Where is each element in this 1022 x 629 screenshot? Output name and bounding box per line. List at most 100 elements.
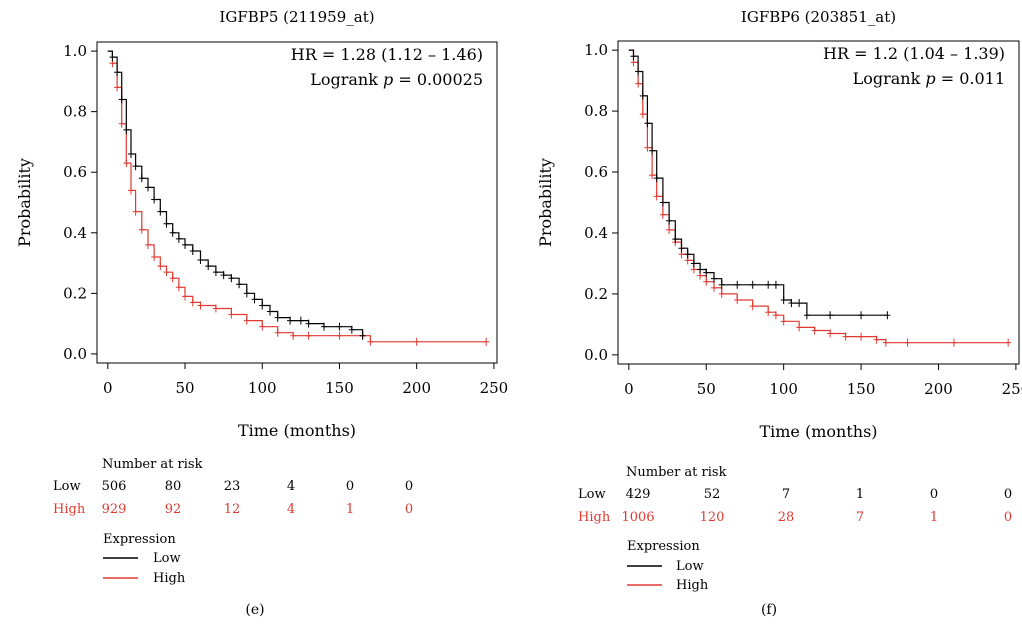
censor-mark-low	[266, 307, 273, 316]
x-tick-label: 50	[175, 379, 194, 397]
km-panel-0: IGFBP5 (211959_at) 0.0 0.2 0.4 0.6 0.8 1.0 0 50 1…	[15, 8, 508, 618]
censor-mark-low	[734, 280, 741, 289]
censor-mark-high	[842, 332, 849, 341]
censor-mark-low	[305, 319, 312, 328]
censor-mark-low	[780, 296, 787, 305]
y-tick-label: 0.0	[63, 345, 87, 363]
censor-mark-high	[413, 337, 420, 346]
x-tick-label: 150	[325, 379, 354, 397]
censor-mark-high	[228, 310, 235, 319]
censor-mark-low	[697, 265, 704, 274]
censor-mark-low	[259, 301, 266, 310]
risk-value: 23	[224, 479, 241, 494]
risk-value: 506	[102, 479, 127, 494]
censor-mark-low	[274, 313, 281, 322]
censor-mark-low	[175, 234, 182, 243]
censor-mark-low	[182, 240, 189, 249]
legend-title: Expression	[103, 532, 176, 547]
censor-mark-high	[703, 277, 710, 286]
censor-mark-low	[678, 244, 685, 253]
risk-row-label: High	[578, 510, 611, 525]
censor-mark-low	[144, 183, 151, 192]
risk-row-label: Low	[578, 487, 606, 502]
legend-label-high: High	[676, 578, 709, 593]
censor-mark-high	[367, 337, 374, 346]
legend-label-low: Low	[676, 559, 704, 574]
censor-mark-low	[114, 68, 121, 77]
censor-mark-low	[639, 91, 646, 100]
censor-mark-high	[780, 317, 787, 326]
y-tick-label: 0.6	[584, 163, 608, 181]
legend-label-low: Low	[153, 551, 181, 566]
risk-value: 0	[1004, 487, 1012, 502]
y-tick-label: 0.2	[63, 284, 87, 302]
censor-mark-high	[659, 210, 666, 219]
x-tick-label: 100	[248, 379, 277, 397]
legend-label-high: High	[153, 571, 186, 586]
hazard-ratio-text: HR = 1.2 (1.04 – 1.39)	[823, 44, 1005, 63]
censor-mark-low	[169, 228, 176, 237]
censor-mark-high	[811, 326, 818, 335]
censor-mark-low	[228, 274, 235, 283]
chart-title: IGFBP6 (203851_at)	[741, 8, 896, 26]
censor-mark-low	[212, 268, 219, 277]
risk-value: 28	[778, 510, 795, 525]
risk-value: 12	[224, 502, 241, 517]
survival-curve-low	[107, 50, 364, 336]
x-tick-label: 150	[847, 380, 876, 398]
censor-mark-low	[659, 198, 666, 207]
censor-mark-high	[243, 316, 250, 325]
censor-mark-high	[151, 253, 158, 262]
censor-mark-low	[109, 53, 116, 62]
censor-mark-high	[290, 331, 297, 340]
legend-title: Expression	[627, 539, 700, 554]
censor-mark-low	[765, 280, 772, 289]
risk-value: 0	[405, 502, 413, 517]
logrank-text: Logrank p = 0.00025	[310, 70, 483, 89]
censor-mark-high	[114, 83, 121, 92]
censor-mark-high	[749, 302, 756, 311]
chart-title: IGFBP5 (211959_at)	[219, 8, 374, 26]
censor-mark-high	[127, 186, 134, 195]
x-tick-label: 250	[480, 379, 509, 397]
x-tick-label: 50	[697, 380, 716, 398]
censor-mark-high	[653, 192, 660, 201]
censor-mark-low	[649, 146, 656, 155]
censor-mark-high	[169, 274, 176, 283]
censor-mark-low	[630, 52, 637, 61]
censor-mark-low	[236, 280, 243, 289]
censor-mark-low	[672, 235, 679, 244]
censor-mark-high	[644, 143, 651, 152]
censor-mark-low	[772, 280, 779, 289]
survival-curve-low	[628, 49, 888, 316]
censor-mark-low	[163, 219, 170, 228]
risk-value: 0	[930, 487, 938, 502]
y-tick-label: 0.2	[584, 285, 608, 303]
risk-value: 7	[856, 510, 864, 525]
risk-value: 4	[287, 502, 295, 517]
censor-mark-low	[644, 119, 651, 128]
censor-mark-high	[666, 225, 673, 234]
censor-mark-high	[904, 338, 911, 347]
censor-mark-low	[803, 311, 810, 320]
plot-frame	[96, 41, 498, 364]
censor-mark-high	[796, 323, 803, 332]
censor-mark-high	[182, 292, 189, 301]
risk-row-label: High	[53, 502, 86, 517]
censor-mark-high	[772, 311, 779, 320]
censor-mark-low	[635, 67, 642, 76]
censor-mark-low	[684, 250, 691, 259]
km-panel-1: IGFBP6 (203851_at) 0.0 0.2 0.4 0.6 0.8 1.0 0 50 1…	[536, 8, 1022, 618]
censor-mark-low	[127, 150, 134, 159]
censor-mark-high	[118, 119, 125, 128]
censor-mark-low	[690, 259, 697, 268]
censor-mark-low	[297, 316, 304, 325]
censor-mark-high	[144, 240, 151, 249]
censor-mark-low	[653, 174, 660, 183]
censor-mark-high	[950, 338, 957, 347]
censor-mark-low	[348, 325, 355, 334]
plot-frame	[617, 40, 1020, 365]
censor-mark-high	[305, 331, 312, 340]
censor-mark-high	[873, 335, 880, 344]
